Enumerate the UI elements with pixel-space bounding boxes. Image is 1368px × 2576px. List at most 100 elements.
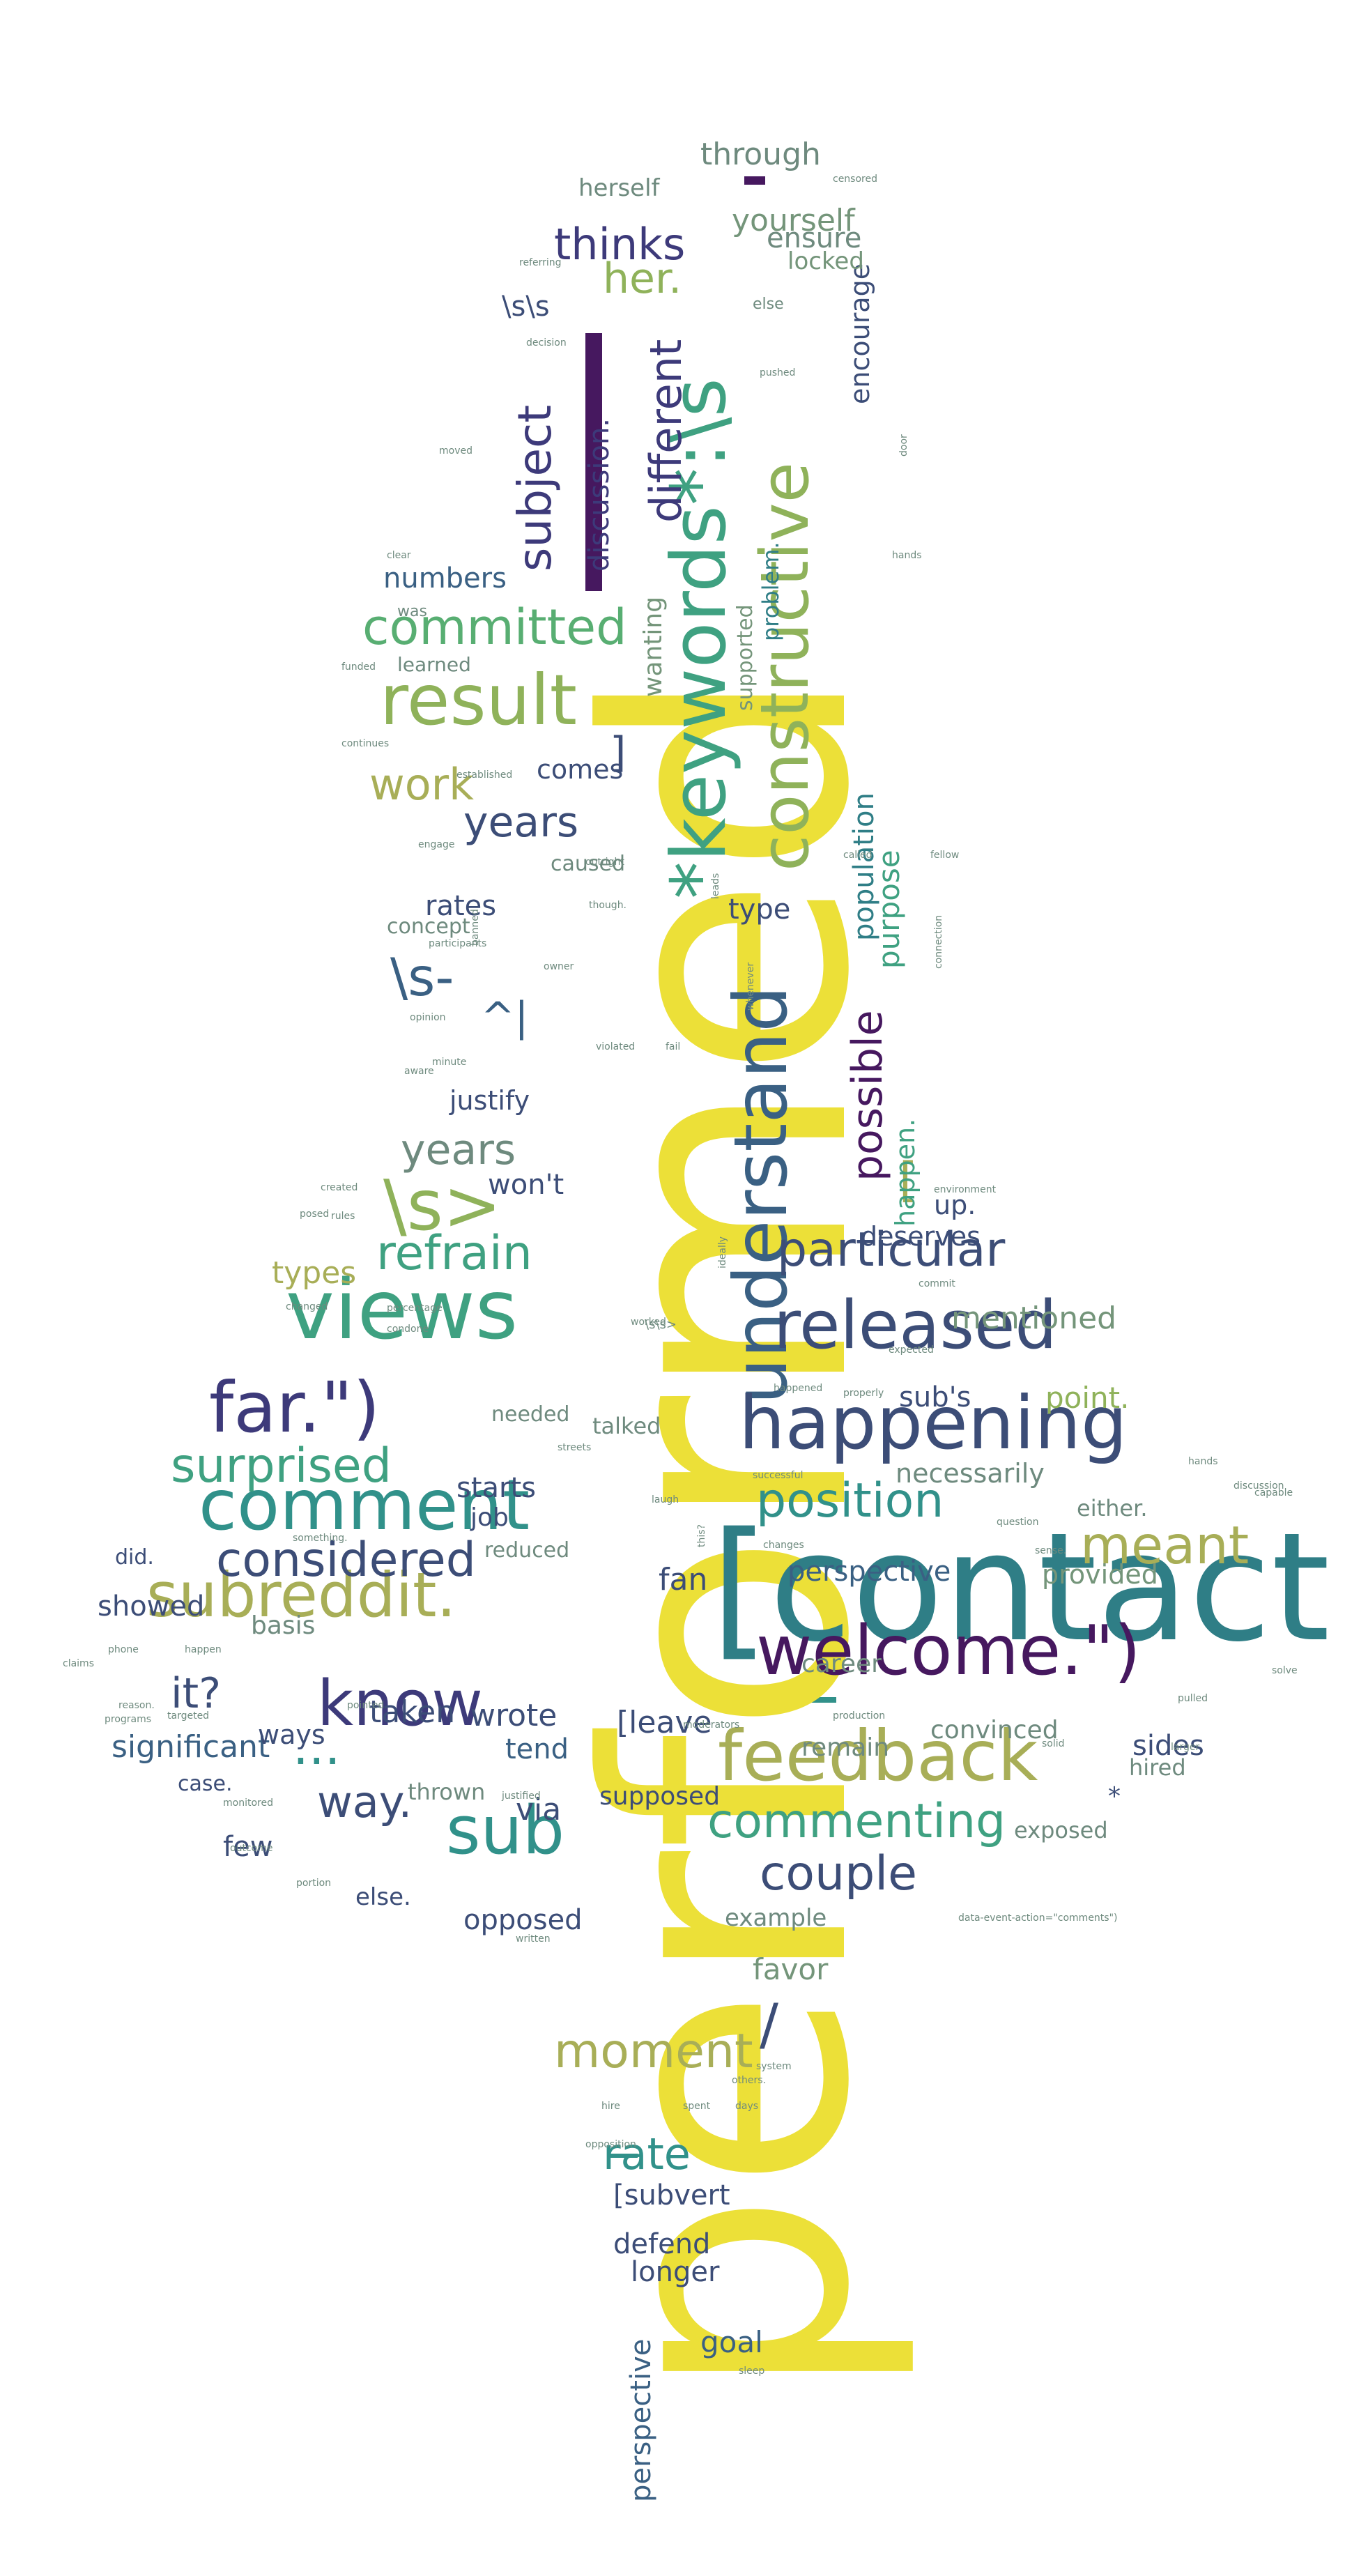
cloud-word: else.: [355, 1883, 411, 1911]
cloud-word: fellow: [930, 850, 960, 861]
cloud-word: longer: [631, 2256, 720, 2288]
cloud-word: else: [753, 296, 784, 313]
cloud-word: point.: [1045, 1381, 1130, 1415]
cloud-word: herself: [578, 174, 660, 202]
cloud-word: programs: [105, 1714, 152, 1725]
cloud-word: work: [369, 759, 475, 810]
cloud-word: percentage: [387, 1303, 443, 1314]
cloud-word: reason.: [118, 1700, 155, 1711]
cloud-word: ideally: [717, 1236, 728, 1268]
cloud-word: commit: [919, 1278, 955, 1289]
cloud-word: career: [801, 1650, 882, 1678]
cloud-word: targeted: [167, 1710, 210, 1722]
cloud-word: banned: [470, 909, 481, 946]
cloud-word: concept: [387, 914, 470, 939]
cloud-word: goal: [700, 2325, 763, 2359]
cloud-word: opposition: [585, 2139, 636, 2150]
cloud-word: deserves: [861, 1221, 981, 1252]
cloud-word: happened: [774, 1383, 823, 1394]
cloud-word: justify: [449, 1085, 530, 1116]
cloud-word: hands: [1188, 1456, 1218, 1467]
cloud-word: either.: [1077, 1495, 1148, 1521]
cloud-word: years: [401, 1126, 516, 1174]
cloud-word: types: [272, 1255, 357, 1291]
cloud-word: written: [516, 1933, 551, 1945]
cloud-word: minute: [432, 1057, 467, 1068]
cloud-word: \s>: [383, 1165, 502, 1246]
cloud-word: engage: [418, 839, 455, 850]
cloud-word: monitored: [223, 1797, 273, 1809]
cloud-word: showed: [98, 1590, 205, 1623]
cloud-word: ^|: [481, 993, 529, 1041]
cloud-word: moderators: [683, 1719, 740, 1731]
cloud-word: solid: [1042, 1738, 1065, 1749]
cloud-bar-mark: [585, 333, 602, 591]
cloud-word: larger: [1171, 1742, 1200, 1753]
cloud-word: moment: [554, 2024, 753, 2079]
cloud-word: \s\s: [502, 291, 550, 323]
cloud-word: leads: [710, 873, 721, 899]
cloud-word: wanting: [639, 596, 668, 697]
cloud-word: far."): [209, 1367, 381, 1448]
cloud-word: ensure: [767, 222, 862, 254]
cloud-word: case.: [178, 1772, 233, 1796]
cloud-word: hire: [601, 2101, 620, 2112]
cloud-word: justified: [502, 1791, 541, 1802]
cloud-word: meant: [1080, 1515, 1250, 1576]
cloud-word: happen.: [890, 1118, 921, 1227]
cloud-word: thrown: [408, 1779, 486, 1805]
cloud-word: referring: [519, 257, 562, 268]
cloud-word: outcome: [230, 1843, 273, 1854]
cloud-word: views: [286, 1262, 518, 1358]
cloud-word: supposed: [599, 1782, 721, 1811]
cloud-word: example: [725, 1904, 827, 1932]
cloud-word: solve: [1272, 1665, 1298, 1676]
cloud-word: type: [728, 894, 791, 926]
cloud-bar-mark: [767, 1697, 836, 1703]
cloud-word: way.: [317, 1777, 413, 1827]
cloud-word: favor: [753, 1952, 829, 1986]
cloud-word: locked: [787, 247, 864, 275]
cloud-word: funded: [341, 661, 376, 673]
cloud-word: defend: [613, 2228, 711, 2260]
cloud-word: properly: [843, 1388, 884, 1399]
cloud-word: purpose: [872, 850, 906, 969]
cloud-word: significant: [112, 1729, 270, 1765]
cloud-word: outright: [585, 857, 624, 868]
cloud-word: comes: [537, 754, 624, 785]
cloud-word: via: [516, 1792, 562, 1827]
cloud-word: opposed: [463, 1904, 583, 1936]
cloud-word: feedback: [718, 1715, 1038, 1797]
cloud-word: necessarily: [896, 1458, 1045, 1489]
cloud-word: years: [463, 798, 579, 847]
cloud-word: created: [321, 1182, 358, 1193]
cloud-word: exposed: [1014, 1817, 1108, 1843]
cloud-word: *: [1108, 1782, 1121, 1811]
cloud-word: different: [640, 339, 691, 523]
cloud-word: moved: [439, 445, 472, 457]
cloud-word: remain: [801, 1733, 890, 1762]
cloud-word: encourage: [845, 263, 875, 404]
cloud-word: talked: [592, 1413, 661, 1439]
cloud-word: participants: [429, 938, 487, 949]
cloud-word: [contact: [711, 1500, 1330, 1675]
cloud-word: discussion.: [583, 417, 615, 572]
cloud-word: it?: [171, 1669, 222, 1718]
cloud-word: hired: [1129, 1754, 1186, 1781]
cloud-word: others.: [732, 2075, 767, 2086]
cloud-word: position: [756, 1473, 944, 1528]
cloud-word: won't: [488, 1169, 564, 1201]
cloud-word: successful: [753, 1470, 804, 1481]
cloud-word: clear: [387, 550, 411, 561]
cloud-word: hands: [892, 550, 922, 561]
cloud-bar-mark: [744, 176, 765, 185]
cloud-word: environment: [934, 1184, 997, 1195]
cloud-word: few: [223, 1831, 273, 1863]
cloud-word: comment: [199, 1464, 530, 1546]
cloud-word: her.: [603, 254, 682, 303]
cloud-word: pushed: [760, 367, 796, 378]
cloud-word: basis: [251, 1611, 316, 1640]
cloud-word: owner: [544, 961, 574, 972]
cloud-bar-mark: [610, 2154, 638, 2158]
cloud-word: system: [756, 2061, 792, 2072]
